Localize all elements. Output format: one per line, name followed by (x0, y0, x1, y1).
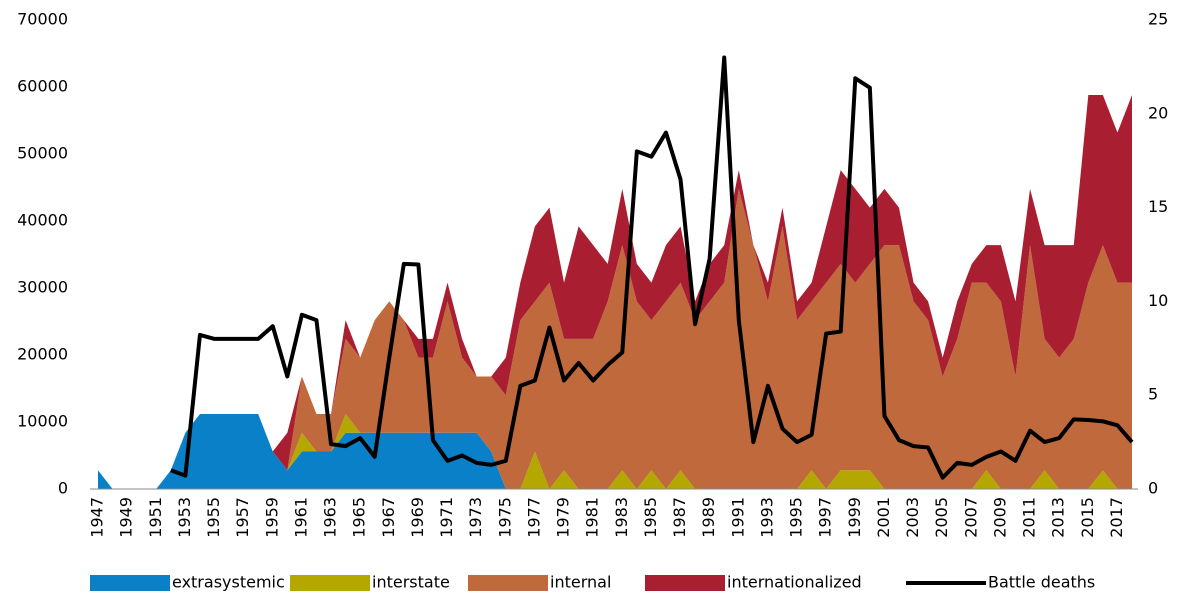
legend-swatch (468, 575, 548, 591)
area (98, 188, 1132, 489)
y2-tick-label: 10 (1148, 291, 1168, 310)
y-tick-label: 60000 (17, 77, 68, 96)
x-tick-label: 1951 (146, 497, 165, 538)
legend-swatch (90, 575, 170, 591)
legend-label: internal (550, 573, 611, 592)
legend-swatch (290, 575, 370, 591)
y-tick-label: 70000 (17, 10, 68, 29)
x-tick-label: 1983 (612, 497, 631, 538)
y-tick-label: 10000 (17, 412, 68, 431)
y-tick-label: 30000 (17, 278, 68, 297)
x-tick-label: 2015 (1078, 497, 1097, 538)
legend-label: extrasystemic (172, 573, 285, 592)
x-tick-label: 2013 (1049, 497, 1068, 538)
x-tick-label: 1981 (583, 497, 602, 538)
x-tick-label: 1979 (554, 497, 573, 538)
x-tick-label: 1955 (204, 497, 223, 538)
x-tick-label: 1987 (670, 497, 689, 538)
y-tick-label: 20000 (17, 345, 68, 364)
x-tick-label: 1965 (350, 497, 369, 538)
x-tick-label: 2003 (903, 497, 922, 538)
x-tick-label: 1999 (845, 497, 864, 538)
x-tick-label: 2011 (1020, 497, 1039, 538)
y-tick-label: 40000 (17, 211, 68, 230)
x-tick-label: 1957 (233, 497, 252, 538)
y2-tick-label: 25 (1148, 10, 1168, 29)
x-tick-label: 2009 (990, 497, 1009, 538)
x-tick-label: 1947 (88, 497, 107, 538)
x-tick-label: 2007 (961, 497, 980, 538)
x-tick-label: 1993 (757, 497, 776, 538)
y-tick-label: 0 (58, 479, 68, 498)
x-tick-label: 1975 (495, 497, 514, 538)
y2-tick-label: 5 (1148, 385, 1158, 404)
x-tick-label: 1967 (379, 497, 398, 538)
x-tick-label: 2017 (1107, 497, 1126, 538)
legend-swatch (645, 575, 725, 591)
legend-label: Battle deaths (988, 573, 1095, 592)
x-tick-label: 1961 (291, 497, 310, 538)
x-tick-label: 2001 (874, 497, 893, 538)
x-tick-label: 1969 (408, 497, 427, 538)
x-tick-label: 1953 (175, 497, 194, 538)
area (98, 413, 1132, 489)
x-tick-label: 1997 (816, 497, 835, 538)
x-tick-label: 1973 (466, 497, 485, 538)
legend-label: interstate (372, 573, 450, 592)
x-tick-label: 1963 (321, 497, 340, 538)
line (170, 55, 1134, 480)
y2-tick-label: 15 (1148, 197, 1168, 216)
x-tick-label: 1949 (117, 497, 136, 538)
x-tick-label: 2005 (932, 497, 951, 538)
x-tick-label: 1995 (787, 497, 806, 538)
x-tick-label: 1959 (262, 497, 281, 538)
y2-tick-label: 20 (1148, 103, 1168, 122)
x-tick-label: 1977 (524, 497, 543, 538)
legend-label: internationalized (727, 573, 862, 592)
y2-tick-label: 0 (1148, 479, 1158, 498)
x-tick-label: 1989 (699, 497, 718, 538)
x-tick-label: 1971 (437, 497, 456, 538)
y-tick-label: 50000 (17, 144, 68, 163)
x-tick-label: 1991 (728, 497, 747, 538)
x-tick-label: 1985 (641, 497, 660, 538)
